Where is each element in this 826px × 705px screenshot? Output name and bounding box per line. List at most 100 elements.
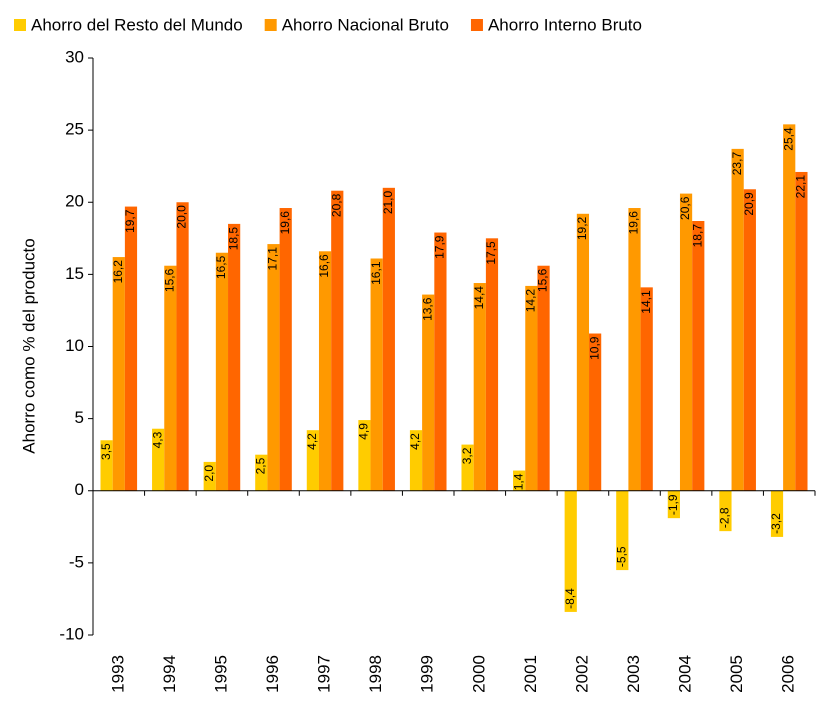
- bar: [164, 265, 177, 491]
- x-tick-label: 2005: [727, 655, 746, 693]
- value-label: 19,7: [123, 209, 137, 233]
- value-label: 3,2: [460, 447, 474, 464]
- value-label: 22,1: [794, 175, 808, 199]
- value-label: 17,1: [266, 247, 280, 271]
- bar: [719, 490, 732, 532]
- x-tick-label: 1996: [263, 655, 282, 693]
- bar: [228, 223, 241, 491]
- value-label: 10,9: [587, 336, 601, 360]
- x-tick-label: 1994: [160, 655, 179, 693]
- bar: [279, 208, 292, 491]
- bar: [743, 189, 756, 491]
- bar: [255, 454, 268, 491]
- bar: [434, 232, 447, 491]
- value-label: 16,2: [111, 260, 125, 284]
- bar: [370, 258, 383, 491]
- bar: [731, 148, 744, 491]
- legend-label: Ahorro Interno Bruto: [488, 15, 642, 34]
- legend-swatch: [14, 19, 26, 31]
- bar: [318, 251, 332, 491]
- value-label: 2,5: [253, 457, 267, 474]
- value-label: 2,0: [202, 465, 216, 482]
- bar: [692, 221, 705, 491]
- value-label: 14,2: [524, 289, 538, 313]
- bar: [537, 265, 550, 491]
- bar: [382, 187, 395, 491]
- x-tick-label: 1993: [108, 655, 127, 693]
- value-label: 18,5: [226, 227, 240, 251]
- value-label: 20,6: [678, 196, 692, 220]
- bar: [124, 206, 138, 491]
- value-label: 3,5: [99, 443, 113, 460]
- bar: [783, 124, 796, 491]
- value-label: -8,4: [563, 588, 577, 609]
- bar: [667, 490, 680, 519]
- x-tick-label: 1998: [366, 655, 385, 693]
- value-label: 13,6: [420, 297, 434, 321]
- x-tick-label: 2003: [624, 655, 643, 693]
- bar: [589, 333, 602, 491]
- y-tick-label: -10: [59, 624, 84, 643]
- value-label: -1,9: [666, 494, 680, 515]
- value-label: 15,6: [536, 268, 550, 292]
- bar: [112, 257, 125, 491]
- x-tick-label: 2000: [469, 655, 488, 693]
- y-tick-label: 0: [75, 480, 84, 499]
- y-tick-label: 10: [65, 336, 84, 355]
- x-tick-label: 1999: [418, 655, 437, 693]
- value-label: 1,4: [511, 473, 525, 490]
- value-label: 20,8: [329, 193, 343, 217]
- value-label: 4,2: [408, 433, 422, 450]
- y-axis-label: Ahorro como % del producto: [19, 238, 38, 453]
- value-label: 4,2: [305, 433, 319, 450]
- y-tick-label: 15: [65, 264, 84, 283]
- x-tick-label: 1995: [211, 655, 230, 693]
- legend-swatch: [264, 19, 277, 31]
- y-tick-label: 30: [65, 47, 84, 66]
- bar: [795, 171, 808, 491]
- bar: [628, 208, 641, 491]
- value-label: 19,6: [278, 211, 292, 235]
- x-tick-label: 2002: [572, 655, 591, 693]
- bar: [409, 430, 423, 491]
- value-label: 15,6: [163, 268, 177, 292]
- value-label: 20,9: [742, 192, 756, 216]
- value-label: 16,6: [317, 254, 331, 278]
- value-label: 18,7: [690, 224, 704, 248]
- bar: [100, 440, 113, 491]
- x-tick-label: 1997: [315, 655, 334, 693]
- bar: [461, 444, 474, 491]
- bar: [203, 461, 216, 491]
- value-label: -2,8: [718, 507, 732, 528]
- bar: [576, 213, 590, 491]
- value-label: 17,5: [484, 241, 498, 265]
- value-label: 19,6: [627, 211, 641, 235]
- bar: [616, 490, 629, 571]
- value-label: 16,1: [369, 261, 383, 285]
- bar: [640, 287, 653, 491]
- bar: [331, 190, 344, 491]
- value-label: -3,2: [769, 513, 783, 534]
- value-label: 16,5: [214, 255, 228, 279]
- bar: [473, 283, 486, 491]
- x-tick-label: 2006: [779, 655, 798, 693]
- x-tick-label: 2004: [676, 655, 695, 693]
- y-tick-label: 20: [65, 192, 84, 211]
- bar: [306, 430, 319, 491]
- value-label: 23,7: [730, 152, 744, 176]
- bar: [215, 252, 229, 491]
- y-tick-label: -5: [69, 552, 84, 571]
- legend-swatch: [470, 19, 483, 31]
- value-label: 14,4: [472, 286, 486, 310]
- bar: [152, 428, 165, 491]
- x-tick-label: 2001: [521, 655, 540, 693]
- value-label: 21,0: [381, 191, 395, 215]
- bar: [267, 244, 280, 491]
- bar: [513, 470, 526, 491]
- y-tick-label: 25: [65, 120, 84, 139]
- value-label: 20,0: [175, 205, 189, 229]
- bar: [176, 202, 189, 491]
- bar: [770, 490, 784, 537]
- value-label: 19,2: [575, 216, 589, 240]
